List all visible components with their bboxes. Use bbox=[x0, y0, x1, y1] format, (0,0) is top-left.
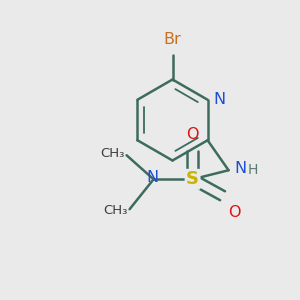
Text: N: N bbox=[234, 161, 246, 176]
Text: CH₃: CH₃ bbox=[100, 147, 124, 160]
Text: O: O bbox=[186, 127, 199, 142]
Text: N: N bbox=[146, 170, 158, 185]
Text: H: H bbox=[248, 163, 258, 177]
Text: O: O bbox=[228, 205, 241, 220]
Text: N: N bbox=[213, 92, 225, 107]
Text: S: S bbox=[186, 170, 199, 188]
Text: CH₃: CH₃ bbox=[103, 204, 127, 217]
Text: Br: Br bbox=[164, 32, 181, 47]
